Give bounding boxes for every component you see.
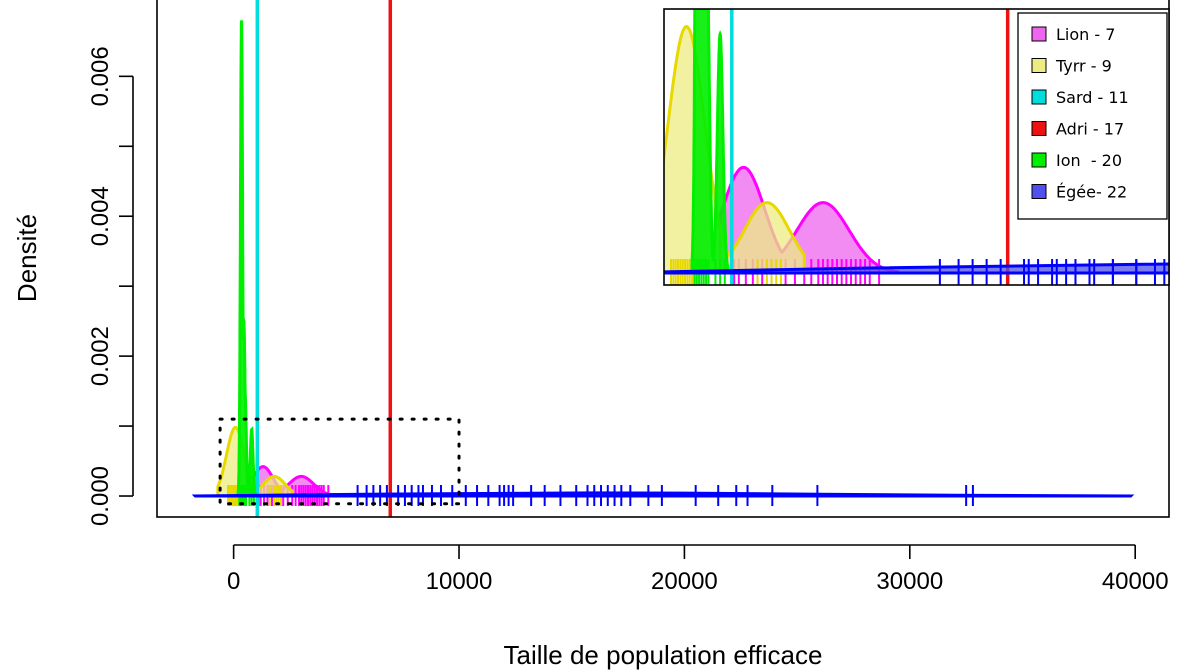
g-e-22-inset-density (664, 262, 1169, 275)
x-tick-label-4: 40000 (1102, 568, 1169, 595)
ion-20-density (236, 20, 258, 498)
zoom-box (218, 417, 461, 506)
legend-label-tyrr-9: Tyrr - 9 (1055, 57, 1112, 76)
y-tick-label-0: 0.000 (87, 466, 114, 526)
x-axis: 0 10000 20000 30000 40000 (227, 544, 1169, 595)
inset-plot-area (664, 9, 1169, 285)
y-axis: 0.000 0.002 0.004 0.006 (87, 46, 134, 526)
legend-label-ion-20: Ion - 20 (1056, 151, 1122, 170)
x-axis-label: Taille de population efficace (504, 640, 823, 670)
zoom-box-rect (218, 417, 461, 506)
legend-swatch-ion-20 (1031, 152, 1047, 168)
x-tick-label-3: 30000 (876, 568, 943, 595)
legend-swatch-tyrr-9 (1031, 58, 1047, 73)
x-tick-label-0: 0 (227, 568, 240, 595)
x-tick-label-2: 20000 (651, 568, 718, 595)
legend-swatch-sard-11 (1031, 89, 1047, 105)
legend-label-g-e-22: Égée- 22 (1056, 183, 1127, 202)
y-axis-label: Densité (12, 214, 42, 302)
inset-frame (663, 8, 1170, 286)
legend-label-lion-7: Lion - 7 (1056, 25, 1115, 44)
ion-20-inset-density (690, 9, 732, 275)
legend-swatch-lion-7 (1031, 26, 1047, 42)
legend-swatch-adri-17 (1031, 121, 1047, 136)
legend-box (1017, 12, 1168, 220)
legend: Lion - 7 Tyrr - 9 Sard - 11 Adri - 17 Ion - … (1017, 12, 1168, 220)
x-tick-label-1: 10000 (426, 568, 493, 595)
legend-swatch-g-e-22 (1031, 184, 1047, 199)
y-tick-label-1: 0.002 (87, 326, 114, 386)
legend-label-adri-17: Adri - 17 (1056, 120, 1124, 139)
y-tick-label-3: 0.006 (87, 46, 114, 106)
y-tick-label-2: 0.004 (87, 186, 114, 246)
legend-label-sard-11: Sard - 11 (1056, 88, 1129, 107)
